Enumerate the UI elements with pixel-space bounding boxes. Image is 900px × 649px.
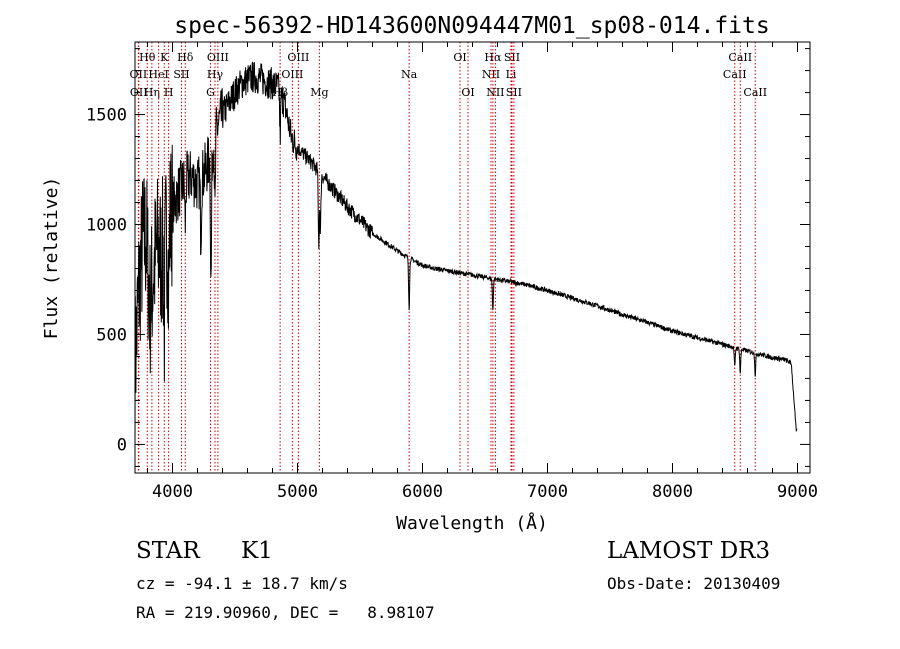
survey-label: LAMOST DR3 <box>607 538 771 564</box>
line-marker-label: OI <box>453 51 466 64</box>
y-axis-label: Flux (relative) <box>41 177 62 340</box>
y-axis: 0 500 1000 1500 <box>86 48 810 467</box>
x-tick-label: 9000 <box>777 482 818 502</box>
line-marker-label: SII <box>173 68 189 81</box>
y-tick-label: 0 <box>117 435 127 455</box>
object-class: STAR <box>136 538 200 564</box>
line-marker-label: Hη <box>144 86 160 99</box>
redshift-value: cz = -94.1 ± 18.7 km/s <box>136 574 348 593</box>
line-marker-label: Mg <box>310 86 328 99</box>
line-marker-label: G <box>206 86 215 99</box>
spectrum-series <box>134 61 798 445</box>
line-marker-label: K <box>160 51 169 64</box>
line-marker-label: CaII <box>728 51 752 64</box>
line-marker-label: CaII <box>723 68 747 81</box>
line-marker-label: Hδ <box>177 51 194 64</box>
y-tick-label: 1000 <box>86 216 127 236</box>
line-marker-label: Na <box>401 68 418 81</box>
line-marker-label: NII <box>482 68 500 81</box>
chart-title: spec-56392-HD143600N094447M01_sp08-014.f… <box>174 13 769 39</box>
line-marker-label: OI <box>461 86 474 99</box>
plot-frame <box>134 41 811 474</box>
x-axis: 4000 5000 6000 7000 8000 9000 <box>147 42 818 502</box>
x-axis-label: Wavelength (Å) <box>396 512 548 534</box>
line-marker-label: Li <box>506 68 517 81</box>
line-marker-label: NII <box>486 86 504 99</box>
line-marker-label: OIII <box>281 68 303 81</box>
line-marker-label: SII <box>506 86 522 99</box>
x-tick-label: 8000 <box>652 482 693 502</box>
observation-date: Obs-Date: 20130409 <box>607 574 781 593</box>
flux-line <box>134 61 798 445</box>
x-tick-label: 5000 <box>277 482 318 502</box>
line-marker-label: SII <box>504 51 520 64</box>
y-tick-label: 500 <box>96 325 127 345</box>
x-tick-label: 6000 <box>402 482 443 502</box>
coordinates: RA = 219.90960, DEC = 8.98107 <box>136 603 435 622</box>
object-subclass: K1 <box>241 538 273 564</box>
line-marker-label: CaII <box>743 86 767 99</box>
line-markers: OIIOIIHθHηHeIKHSIIHδGHγOIIIHβOIIIOIIIMgN… <box>130 42 767 473</box>
line-marker-label: Hθ <box>139 51 156 64</box>
x-tick-label: 4000 <box>152 482 193 502</box>
y-tick-label: 1500 <box>86 106 127 126</box>
line-marker-label: HeI <box>148 68 168 81</box>
line-marker-label: Hγ <box>207 68 224 81</box>
line-marker-label: OIII <box>287 51 309 64</box>
x-tick-label: 7000 <box>527 482 568 502</box>
line-marker-label: H <box>164 86 174 99</box>
line-marker-label: OIII <box>207 51 229 64</box>
line-marker-label: Hα <box>484 51 502 64</box>
